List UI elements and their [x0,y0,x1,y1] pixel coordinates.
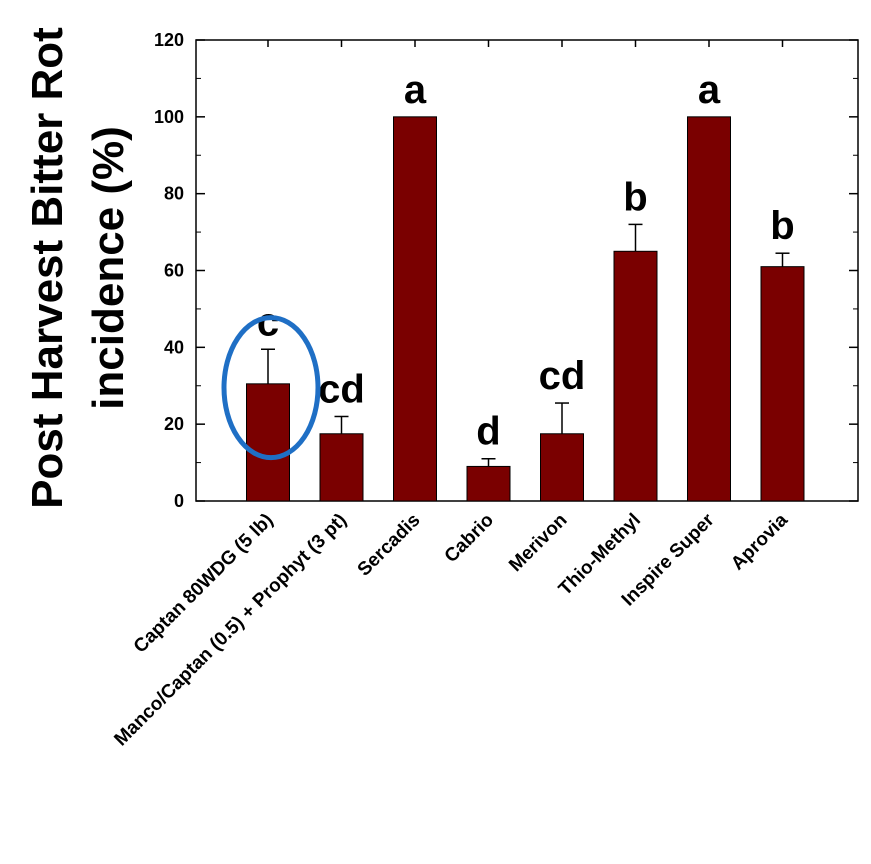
significance-label: a [404,68,427,112]
y-tick-label: 80 [164,184,184,204]
y-tick-label: 40 [164,337,184,357]
y-axis-title-line-2: incidence (%) [84,126,133,410]
plot-frame [195,39,859,502]
highlight-annotation [221,315,321,461]
bar-aprovia [760,266,805,502]
y-tick-label: 20 [164,414,184,434]
significance-label: cd [318,367,365,411]
significance-label: d [476,410,500,454]
significance-label: c [257,300,279,344]
bar-sercadis [393,116,437,502]
significance-label: cd [539,354,586,398]
category-labels: Captan 80WDG (5 lb)Manco/Captan (0.5) + … [110,509,792,750]
y-tick-label: 60 [164,261,184,281]
bar-manco-captan-0-5-prophyt-3-pt [319,433,364,502]
category-label: Sercadis [354,510,425,581]
error-bars [261,223,790,467]
significance-label: b [623,175,647,219]
highlight-ellipse [221,315,321,461]
bar-merivon [540,433,584,502]
significance-label: b [770,204,794,248]
significance-label: a [698,68,721,112]
category-label: Cabrio [441,510,498,567]
y-tick-label: 0 [174,491,184,511]
y-axis-ticks: 0 20 40 60 80 100 120 [154,30,858,511]
category-label: Aprovia [727,509,792,574]
bar-captan-80wdg-5-lb [246,383,290,502]
bar-inspire-super [687,116,731,502]
plot-border [195,39,859,502]
bars [246,116,805,502]
category-label: Captan 80WDG (5 lb) [130,510,278,658]
y-tick-label: 120 [154,30,184,50]
category-label: Merivon [505,510,571,576]
y-axis-title: Post Harvest Bitter Rot incidence (%) [23,27,133,509]
bar-cabrio [466,465,511,502]
y-axis-title-line-1: Post Harvest Bitter Rot [23,27,72,509]
y-tick-label: 100 [154,107,184,127]
bar-thio-methyl [613,250,658,502]
